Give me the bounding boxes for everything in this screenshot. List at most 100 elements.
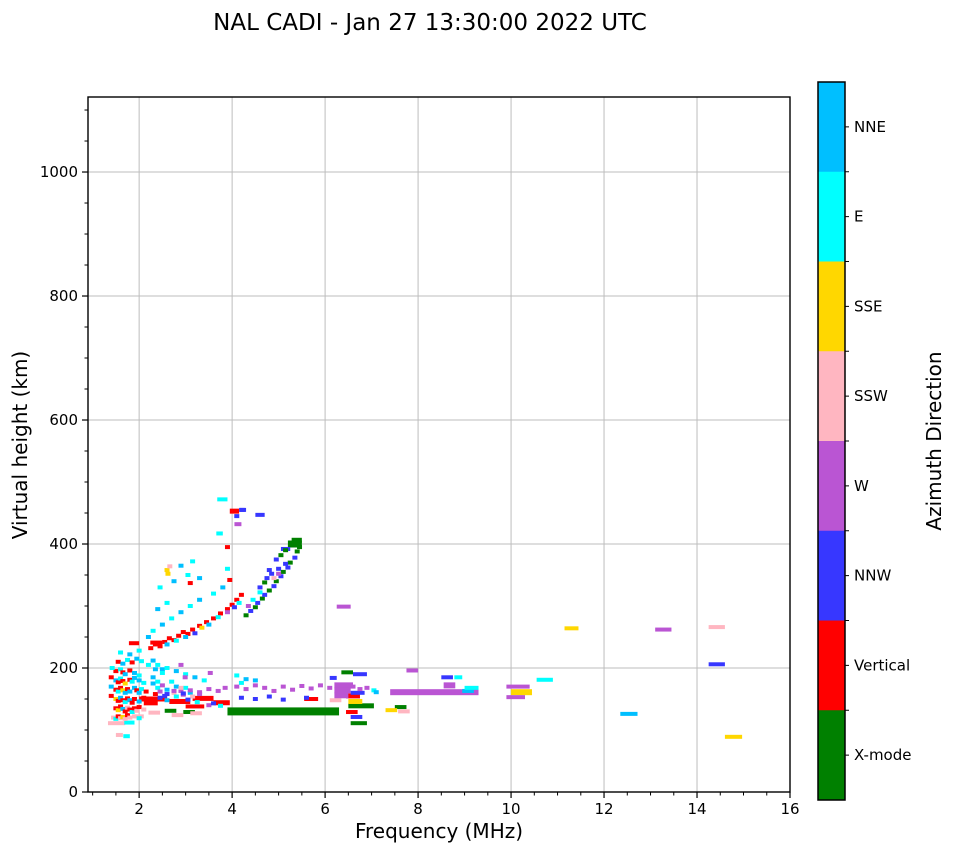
data-point (180, 630, 186, 635)
data-point (252, 678, 258, 683)
data-point (227, 577, 233, 582)
data-point (141, 680, 147, 685)
data-point (167, 564, 173, 569)
data-segment (287, 540, 302, 548)
data-point (178, 563, 184, 568)
data-point (165, 571, 171, 576)
data-point (231, 605, 237, 610)
data-point (285, 565, 291, 570)
data-point (155, 679, 161, 684)
data-segment (336, 604, 351, 609)
data-point (266, 568, 272, 573)
x-tick-label: 12 (594, 800, 613, 818)
data-segment (148, 710, 161, 715)
data-point (136, 678, 142, 683)
data-point (159, 670, 165, 675)
data-point (129, 700, 135, 705)
data-point (304, 695, 310, 700)
data-point (164, 687, 170, 692)
data-segment (107, 721, 126, 726)
data-point (118, 704, 124, 709)
data-point (248, 608, 254, 613)
data-point (108, 693, 114, 698)
data-point (169, 616, 175, 621)
data-point (152, 692, 158, 697)
data-point (129, 710, 135, 715)
data-point (185, 631, 191, 636)
data-point (269, 571, 275, 576)
colorbar-segment-vertical (818, 620, 845, 711)
data-point (150, 675, 156, 680)
data-point (206, 703, 212, 708)
data-point (280, 697, 286, 702)
data-point (122, 700, 128, 705)
data-point (136, 648, 142, 653)
data-segment (462, 688, 474, 693)
data-point (264, 576, 270, 581)
axis-ticks (82, 109, 791, 798)
data-segment (441, 675, 453, 680)
data-segment (169, 698, 191, 704)
data-point (190, 694, 196, 699)
x-tick-label: 16 (780, 800, 799, 818)
data-point (122, 681, 128, 686)
data-point (217, 611, 223, 616)
data-point (224, 566, 230, 571)
data-point (252, 683, 258, 688)
data-point (173, 684, 179, 689)
y-tick-label: 200 (49, 659, 78, 677)
data-point (157, 585, 163, 590)
data-segment (164, 708, 177, 713)
data-point (255, 600, 261, 605)
data-point (145, 635, 151, 640)
data-point (364, 685, 370, 690)
data-point (125, 657, 131, 662)
data-segment (183, 710, 195, 715)
data-point (292, 555, 298, 560)
data-point (145, 698, 151, 703)
colorbar-segment-nne (818, 82, 845, 173)
data-segment (464, 685, 479, 690)
data-segment (139, 696, 168, 702)
colorbar-segment-x-mode (818, 710, 845, 801)
data-point (206, 622, 212, 627)
data-point (224, 545, 230, 550)
data-point (273, 557, 279, 562)
data-point (164, 600, 170, 605)
data-point (299, 683, 305, 688)
data-point (271, 688, 277, 693)
data-point (150, 628, 156, 633)
data-point (131, 706, 137, 711)
data-point (183, 635, 189, 640)
data-point (187, 604, 193, 609)
data-point (207, 670, 213, 675)
y-axis-label: Virtual height (km) (8, 351, 32, 540)
data-point (211, 616, 217, 621)
data-point (120, 706, 126, 711)
data-segment (304, 697, 319, 702)
data-point (190, 627, 196, 632)
data-segment (406, 668, 419, 673)
data-segment (213, 700, 230, 706)
colorbar-segment-e (818, 171, 845, 262)
data-segment (350, 721, 367, 726)
data-point (182, 675, 188, 680)
data-point (250, 597, 256, 602)
data-point (197, 576, 203, 581)
data-point (283, 561, 289, 566)
data-point (180, 691, 186, 696)
data-point (206, 687, 212, 692)
data-point (141, 695, 147, 700)
data-point (201, 678, 207, 683)
data-point (157, 644, 163, 649)
data-point (136, 705, 142, 710)
plot-border (87, 96, 791, 793)
data-segment (192, 695, 214, 701)
data-point (238, 695, 244, 700)
data-point (176, 633, 182, 638)
y-tick-label: 600 (49, 411, 78, 429)
data-point (127, 652, 133, 657)
data-point (118, 650, 124, 655)
data-point (134, 688, 140, 693)
